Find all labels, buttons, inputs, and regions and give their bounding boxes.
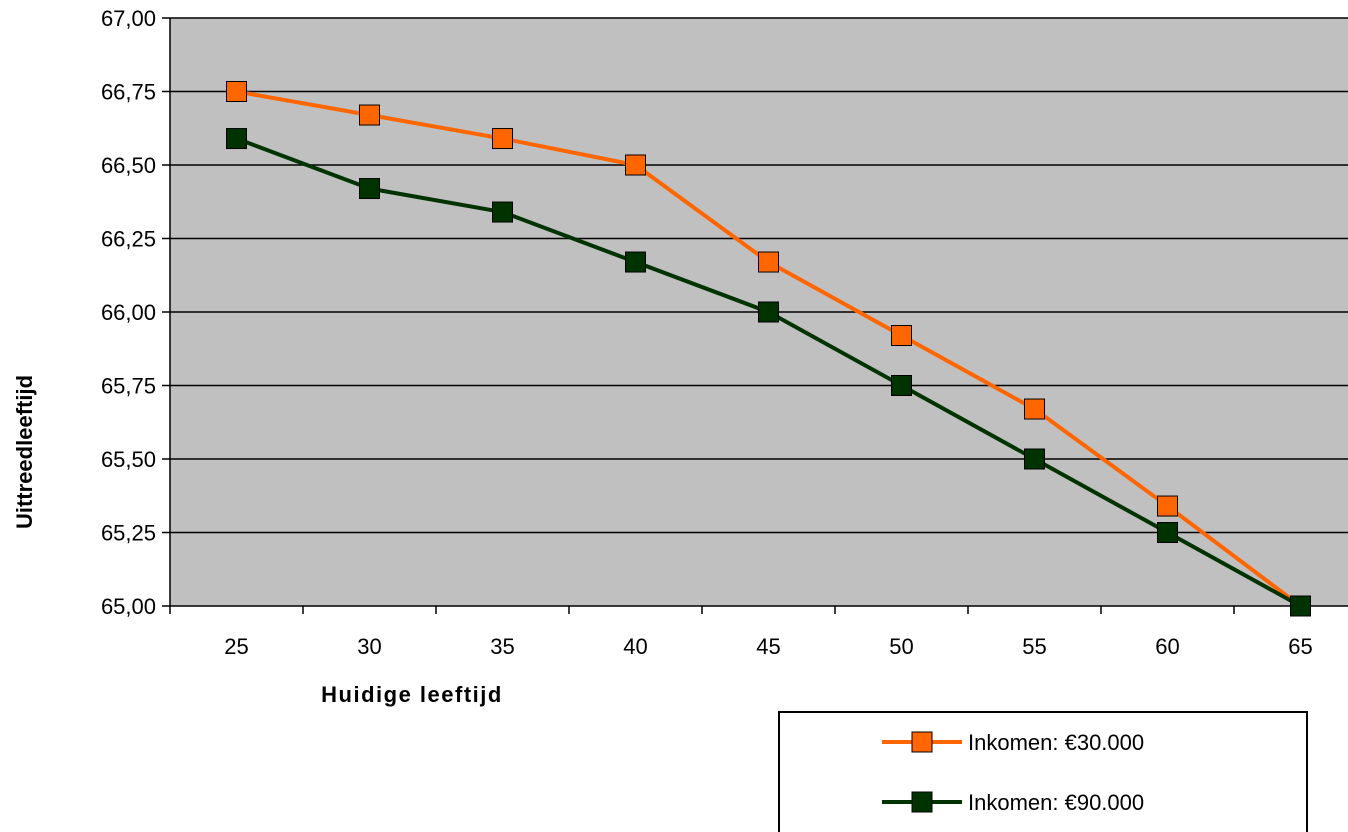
x-tick-label: 65 bbox=[1288, 634, 1312, 659]
x-axis-title: Huidige leeftijd bbox=[321, 682, 503, 707]
data-point-marker bbox=[758, 251, 779, 273]
x-tick-label: 30 bbox=[357, 634, 381, 659]
data-point-marker bbox=[492, 201, 513, 223]
x-tick-label: 45 bbox=[756, 634, 780, 659]
x-tick-label: 60 bbox=[1155, 634, 1179, 659]
legend-label: Inkomen: €30.000 bbox=[968, 730, 1144, 755]
data-point-marker bbox=[1024, 398, 1045, 420]
data-point-marker bbox=[1157, 522, 1178, 543]
data-point-marker bbox=[226, 128, 247, 150]
legend-marker-swatch bbox=[911, 731, 933, 753]
data-point-marker bbox=[625, 251, 646, 273]
data-point-marker bbox=[891, 375, 912, 396]
x-tick-label: 25 bbox=[224, 634, 248, 659]
data-point-marker bbox=[758, 301, 779, 323]
y-tick-label: 65,50 bbox=[101, 447, 156, 472]
data-point-marker bbox=[1290, 595, 1311, 617]
x-tick-label: 40 bbox=[623, 634, 647, 659]
data-point-marker bbox=[359, 104, 380, 126]
series-2 bbox=[226, 128, 1311, 617]
y-axis-title: Uittreedleeftijd bbox=[12, 375, 37, 529]
legend-label: Inkomen: €90.000 bbox=[968, 790, 1144, 815]
legend-box bbox=[778, 711, 1308, 832]
legend-items: Inkomen: €30.000 Inkomen: €90.000 bbox=[882, 730, 1144, 815]
x-tick-label: 50 bbox=[889, 634, 913, 659]
x-ticks: 25 30 35 40 45 50 55 60 65 bbox=[169, 606, 1313, 659]
data-point-marker bbox=[492, 128, 513, 150]
x-tick-label: 35 bbox=[490, 634, 514, 659]
legend: Inkomen: €30.000 Inkomen: €90.000 bbox=[778, 711, 1308, 832]
y-tick-label: 66,00 bbox=[101, 300, 156, 325]
data-point-marker bbox=[891, 325, 912, 347]
legend-item: Inkomen: €30.000 bbox=[882, 730, 1144, 755]
series-layer bbox=[226, 81, 1311, 617]
y-tick-label: 65,25 bbox=[101, 521, 156, 546]
legend-marker-swatch bbox=[911, 791, 933, 813]
data-point-marker bbox=[1157, 495, 1178, 517]
y-tick-label: 66,25 bbox=[101, 227, 156, 252]
gridlines bbox=[170, 17, 1348, 534]
data-point-marker bbox=[625, 154, 646, 176]
data-point-marker bbox=[359, 178, 380, 200]
y-ticks: 65,00 65,25 65,50 65,75 66,00 66,25 66,50 66,75… bbox=[101, 6, 170, 619]
data-point-marker bbox=[1024, 448, 1045, 470]
y-tick-label: 66,75 bbox=[101, 80, 156, 105]
data-point-marker bbox=[226, 81, 247, 102]
y-tick-label: 65,00 bbox=[101, 594, 156, 619]
legend-item: Inkomen: €90.000 bbox=[882, 790, 1144, 815]
x-tick-label: 55 bbox=[1022, 634, 1046, 659]
y-tick-label: 66,50 bbox=[101, 153, 156, 178]
y-tick-label: 67,00 bbox=[101, 6, 156, 31]
y-tick-label: 65,75 bbox=[101, 374, 156, 399]
